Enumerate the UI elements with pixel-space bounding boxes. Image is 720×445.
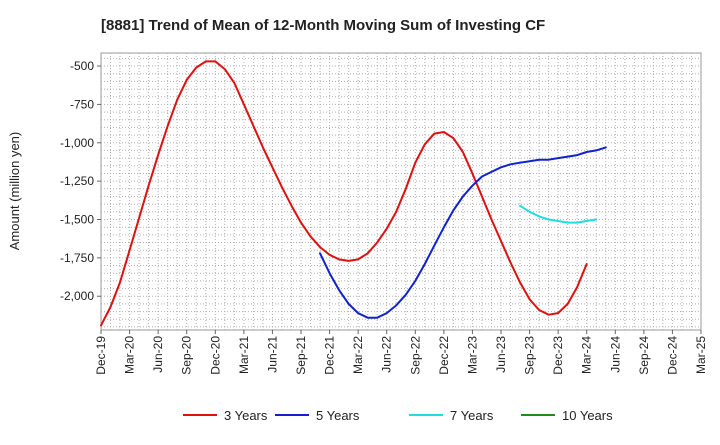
x-tick-label: Jun-23 xyxy=(494,336,508,373)
legend: 3 Years 5 Years 7 Years 10 Years xyxy=(183,408,613,423)
y-tick-label: -500 xyxy=(70,59,94,73)
y-tick-label: -1,500 xyxy=(60,213,94,227)
x-tick-label: Jun-20 xyxy=(151,336,165,373)
y-tick-label: -1,750 xyxy=(60,251,94,265)
x-axis-ticks: Dec-19 Mar-20 Jun-20 Sep-20 Dec-20 Mar-21 Jun-… xyxy=(94,330,708,375)
x-tick-label: Sep-22 xyxy=(408,336,422,375)
x-tick-label: Mar-24 xyxy=(580,336,594,374)
series-line-7-years xyxy=(519,204,598,224)
series-line-5-years xyxy=(319,146,607,319)
x-tick-label: Sep-21 xyxy=(294,336,308,375)
x-tick-label: Sep-20 xyxy=(180,336,194,375)
x-tick-label: Mar-20 xyxy=(123,336,137,374)
y-tick-label: -1,250 xyxy=(60,174,94,188)
x-tick-label: Mar-25 xyxy=(694,336,708,374)
x-tick-label: Jun-21 xyxy=(265,336,279,373)
chart-title: [8881] Trend of Mean of 12-Month Moving … xyxy=(101,17,545,34)
x-tick-label: Dec-22 xyxy=(437,336,451,375)
x-tick-label: Sep-24 xyxy=(637,336,651,375)
x-tick-label: Dec-20 xyxy=(208,336,222,375)
legend-label: 5 Years xyxy=(316,408,360,423)
x-tick-label: Dec-19 xyxy=(94,336,108,375)
legend-label: 3 Years xyxy=(224,408,268,423)
y-tick-label: -2,000 xyxy=(60,289,94,303)
x-tick-label: Jun-22 xyxy=(380,336,394,373)
y-axis-ticks: -500 -750 -1,000 -1,250 -1,500 -1,750 -2,000 xyxy=(60,59,101,303)
plot-area xyxy=(100,52,702,331)
x-tick-label: Mar-21 xyxy=(237,336,251,374)
x-tick-label: Dec-24 xyxy=(665,336,679,375)
y-tick-label: -1,000 xyxy=(60,136,94,150)
series-lines xyxy=(100,60,607,327)
x-tick-label: Dec-23 xyxy=(551,336,565,375)
x-tick-label: Mar-22 xyxy=(351,336,365,374)
x-tick-label: Sep-23 xyxy=(523,336,537,375)
x-tick-label: Mar-23 xyxy=(465,336,479,374)
legend-label: 7 Years xyxy=(450,408,494,423)
legend-label: 10 Years xyxy=(562,408,613,423)
grid-vertical xyxy=(110,53,692,330)
x-tick-label: Dec-21 xyxy=(323,336,337,375)
grid-horizontal xyxy=(101,57,701,328)
series-line-3-years xyxy=(100,60,588,327)
x-tick-label: Jun-24 xyxy=(608,336,622,373)
y-tick-label: -750 xyxy=(70,97,94,111)
y-axis-label: Amount (million yen) xyxy=(7,132,22,251)
